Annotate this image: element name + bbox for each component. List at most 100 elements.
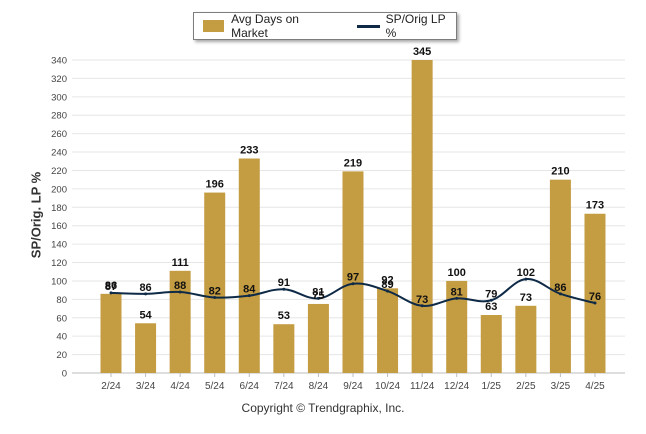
x-axis-ticks: 2/24 3/24 4/24 5/24 6/24 7/24 8/24 9/24 10/24 11/… [101, 373, 605, 392]
bar-value-label: 233 [240, 145, 258, 157]
line-point [593, 301, 597, 305]
line-point [386, 289, 390, 293]
x-tick-label: 7/24 [274, 381, 294, 392]
gridlines [72, 59, 625, 374]
y-tick-label: 0 [62, 369, 67, 380]
line-value-label: 88 [174, 280, 186, 292]
bar [446, 280, 468, 373]
bar-value-label: 92 [381, 274, 393, 286]
line-value-label: 86 [554, 282, 566, 294]
legend-line-label: SP/Orig LP % [385, 12, 446, 40]
line-point [351, 282, 355, 286]
line-value-label: 87 [105, 281, 117, 293]
line-point [420, 304, 424, 308]
y-tick-label: 140 [51, 240, 67, 251]
x-tick-label: 4/24 [170, 381, 190, 392]
bar [135, 323, 157, 373]
x-tick-label: 9/24 [343, 381, 363, 392]
legend: Avg Days on Market SP/Orig LP % [193, 12, 457, 40]
line-value-label: 97 [347, 272, 359, 284]
bar-series [100, 60, 606, 373]
line-value-label: 84 [243, 284, 256, 296]
y-tick-label: 300 [51, 92, 67, 103]
bar-value-label: 86 [105, 280, 117, 292]
y-tick-label: 60 [56, 313, 67, 324]
bar [411, 60, 433, 373]
line-series [109, 277, 597, 308]
line-value-label: 82 [209, 286, 221, 298]
legend-bar-label: Avg Days on Market [231, 12, 299, 40]
y-tick-label: 320 [51, 74, 67, 85]
line-value-label: 81 [312, 286, 324, 298]
x-tick-label: 2/25 [516, 381, 536, 392]
y-tick-label: 340 [51, 56, 67, 67]
line-value-label: 73 [416, 294, 428, 306]
data-labels: 86 54 111 196 233 53 75 219 92 345 100 63 73 210 173 87… [105, 46, 604, 322]
bar [238, 158, 260, 373]
bar [480, 315, 502, 373]
bar [515, 305, 537, 373]
line-value-label: 102 [517, 267, 535, 279]
x-tick-label: 12/24 [444, 381, 469, 392]
line-value-label: 79 [485, 288, 497, 300]
y-tick-label: 260 [51, 129, 67, 140]
bar-value-label: 54 [139, 309, 152, 321]
x-tick-label: 3/24 [136, 381, 156, 392]
bar [584, 213, 606, 373]
x-tick-label: 1/25 [482, 381, 502, 392]
legend-item-line[interactable]: SP/Orig LP % [335, 12, 456, 40]
line-point [489, 298, 493, 302]
line-point [455, 296, 459, 300]
y-tick-label: 280 [51, 111, 67, 122]
x-tick-label: 11/24 [410, 381, 435, 392]
x-tick-label: 3/25 [551, 381, 571, 392]
x-tick-label: 6/24 [240, 381, 260, 392]
y-tick-label: 120 [51, 258, 67, 269]
line-value-label: 91 [278, 277, 290, 289]
bar-value-label: 345 [413, 46, 431, 58]
legend-item-bars[interactable]: Avg Days on Market [194, 12, 335, 40]
line-swatch-icon [356, 24, 380, 28]
line-value-label: 89 [381, 279, 393, 291]
bar-value-label: 196 [206, 179, 224, 191]
bar-value-label: 63 [485, 301, 497, 313]
x-tick-label: 10/24 [375, 381, 400, 392]
y-tick-label: 100 [51, 276, 67, 287]
bar-value-label: 210 [551, 166, 569, 178]
line-value-label: 81 [451, 286, 463, 298]
line-point [558, 292, 562, 296]
bar-value-label: 173 [586, 200, 604, 212]
bar-value-label: 100 [448, 267, 466, 279]
bar-value-label: 219 [344, 157, 362, 169]
y-tick-label: 20 [56, 350, 67, 361]
x-tick-label: 4/25 [585, 381, 605, 392]
y-axis-ticks: 0 20 40 60 80 100 120 140 160 180 200 220 240 260 280 3… [51, 56, 67, 380]
x-tick-label: 2/24 [101, 381, 121, 392]
line-point [524, 277, 528, 281]
bar [273, 324, 295, 373]
line-point [213, 296, 217, 300]
bar-swatch-icon [203, 20, 225, 32]
bar-value-label: 75 [312, 290, 324, 302]
line-point [178, 290, 182, 294]
y-tick-label: 180 [51, 203, 67, 214]
x-tick-label: 5/24 [205, 381, 225, 392]
bar [549, 179, 571, 373]
line-value-label: 76 [589, 291, 601, 303]
bar-value-label: 73 [520, 292, 532, 304]
bar-value-label: 53 [278, 310, 290, 322]
bar [100, 293, 122, 373]
y-axis-title: SP/Orig. LP % [28, 171, 44, 259]
line-point [247, 294, 251, 298]
line-value-label: 86 [139, 282, 151, 294]
y-tick-label: 220 [51, 166, 67, 177]
line-point [109, 291, 113, 295]
bar [204, 192, 226, 373]
bar-value-label: 111 [172, 257, 189, 269]
x-tick-label: 8/24 [309, 381, 329, 392]
y-tick-label: 80 [56, 295, 67, 306]
y-tick-label: 240 [51, 148, 67, 159]
line-point [316, 296, 320, 300]
bar [377, 288, 399, 373]
